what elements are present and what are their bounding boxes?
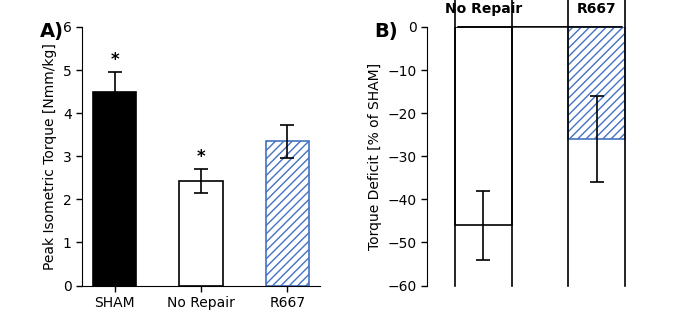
Y-axis label: Peak Isometric Torque [Nmm/kg]: Peak Isometric Torque [Nmm/kg] — [43, 43, 58, 270]
Bar — [93, 91, 136, 286]
Text: B): B) — [375, 22, 398, 41]
Text: R667: R667 — [577, 2, 616, 16]
Bar — [569, 27, 625, 139]
Bar — [179, 181, 223, 286]
Text: *: * — [110, 51, 119, 69]
Bar — [266, 141, 309, 286]
Text: *: * — [197, 148, 205, 166]
Text: A): A) — [40, 22, 64, 41]
Bar — [455, 27, 512, 225]
Y-axis label: Torque Deficit [% of SHAM]: Torque Deficit [% of SHAM] — [368, 63, 382, 250]
Text: No Repair: No Repair — [445, 2, 522, 16]
